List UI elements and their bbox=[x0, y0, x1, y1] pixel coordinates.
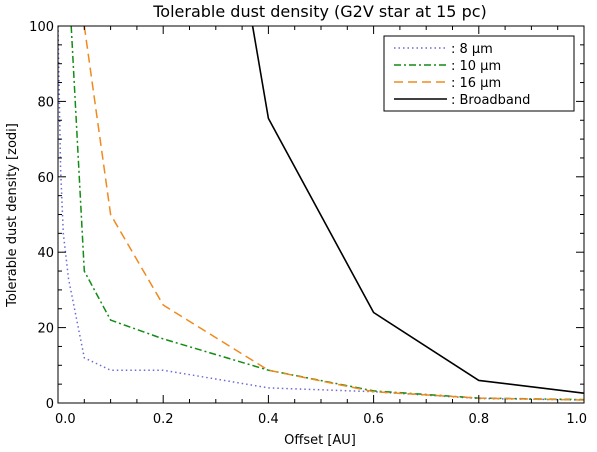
y-axis-title: Tolerable dust density [zodi] bbox=[5, 123, 20, 308]
legend: : 8 μm : 10 μm : 16 μm : Broadband bbox=[383, 35, 575, 112]
series-line-2 bbox=[70, 26, 584, 401]
axes: 0.0 0.2 0.4 0.6 0.8 1.0 0 20 40 60 80 100 bbox=[29, 20, 587, 427]
x-tick-label: 0.8 bbox=[468, 412, 489, 427]
x-tick-label: 1.0 bbox=[566, 412, 587, 427]
legend-label-3: : 16 μm bbox=[451, 76, 501, 91]
series-line-4 bbox=[251, 26, 584, 394]
x-axis-title: Offset [AU] bbox=[284, 433, 356, 448]
legend-label-1: : 8 μm bbox=[451, 42, 493, 57]
y-tick-label: 80 bbox=[37, 95, 54, 110]
legend-label-4: : Broadband bbox=[451, 93, 530, 108]
x-tick-label: 0.0 bbox=[55, 412, 76, 427]
y-tick-label: 40 bbox=[37, 246, 54, 261]
x-tick-label: 0.4 bbox=[258, 412, 279, 427]
y-tick-label: 100 bbox=[29, 20, 54, 35]
y-tick-label: 20 bbox=[37, 322, 54, 337]
y-tick-label: 0 bbox=[46, 397, 54, 412]
y-tick-label: 60 bbox=[37, 171, 54, 186]
x-tick-label: 0.6 bbox=[363, 412, 384, 427]
legend-label-2: : 10 μm bbox=[451, 59, 501, 74]
x-tick-label: 0.2 bbox=[153, 412, 174, 427]
chart-title: Tolerable dust density (G2V star at 15 p… bbox=[152, 2, 487, 21]
